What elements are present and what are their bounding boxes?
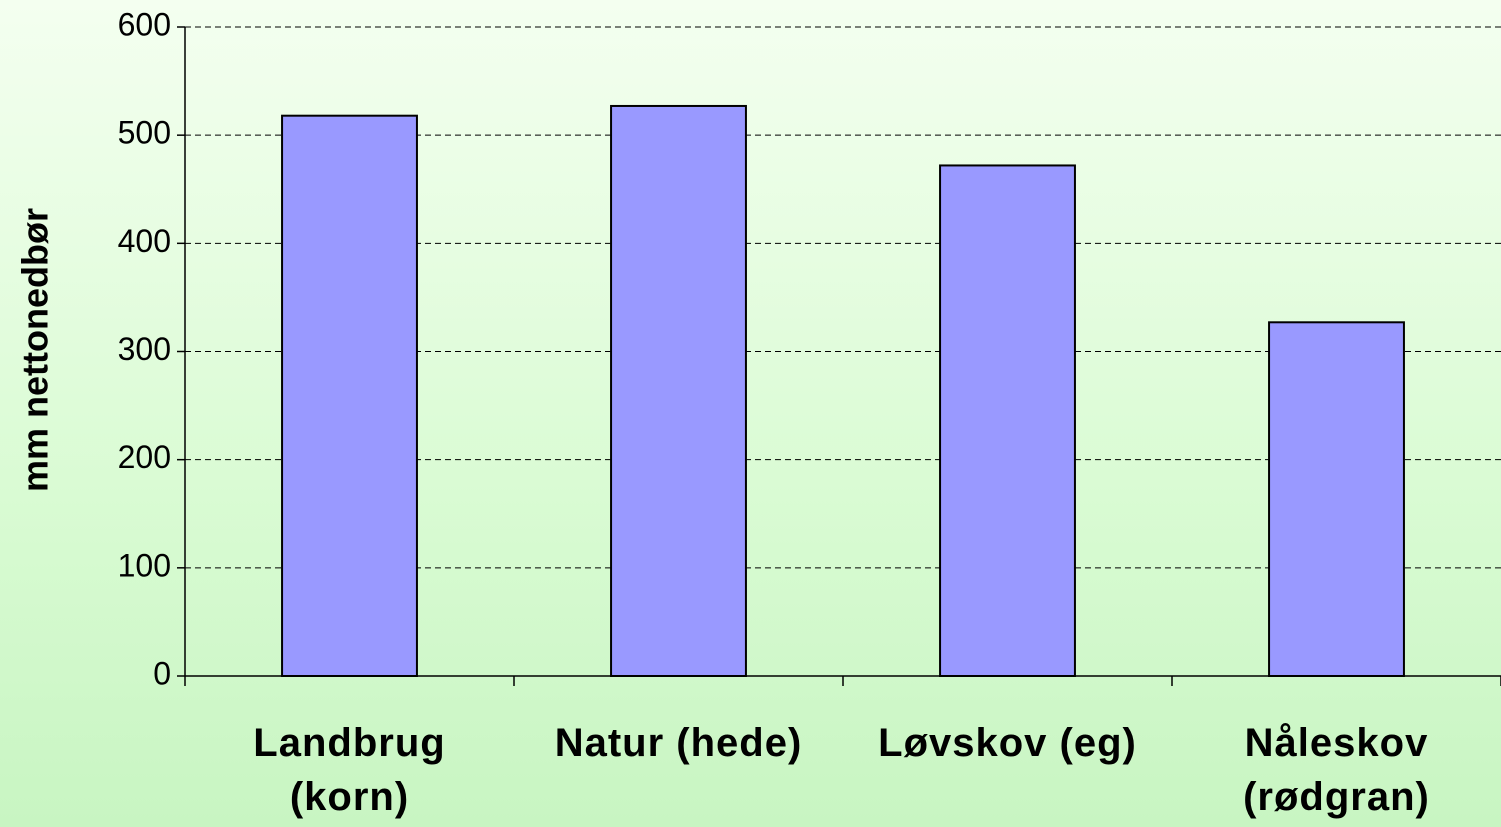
y-tick-label: 100	[118, 547, 171, 583]
x-tick-label: Nåleskov (rødgran)	[1243, 721, 1430, 819]
y-tick-label: 400	[118, 223, 171, 259]
x-tick-label: Natur (hede)	[554, 721, 803, 765]
bar	[939, 164, 1076, 677]
y-tick-label: 0	[153, 655, 171, 691]
bar	[281, 114, 418, 678]
y-tick-label: 300	[118, 331, 171, 367]
x-tick-label: Landbrug (korn)	[253, 721, 446, 819]
y-tick-label: 200	[118, 439, 171, 475]
bar	[610, 104, 747, 677]
bar	[1268, 321, 1405, 677]
y-tick-label: 600	[118, 6, 171, 42]
x-tick-label: Løvskov (eg)	[878, 721, 1137, 765]
y-axis-title: mm nettonedbør	[15, 208, 56, 492]
y-tick-label: 500	[118, 115, 171, 151]
